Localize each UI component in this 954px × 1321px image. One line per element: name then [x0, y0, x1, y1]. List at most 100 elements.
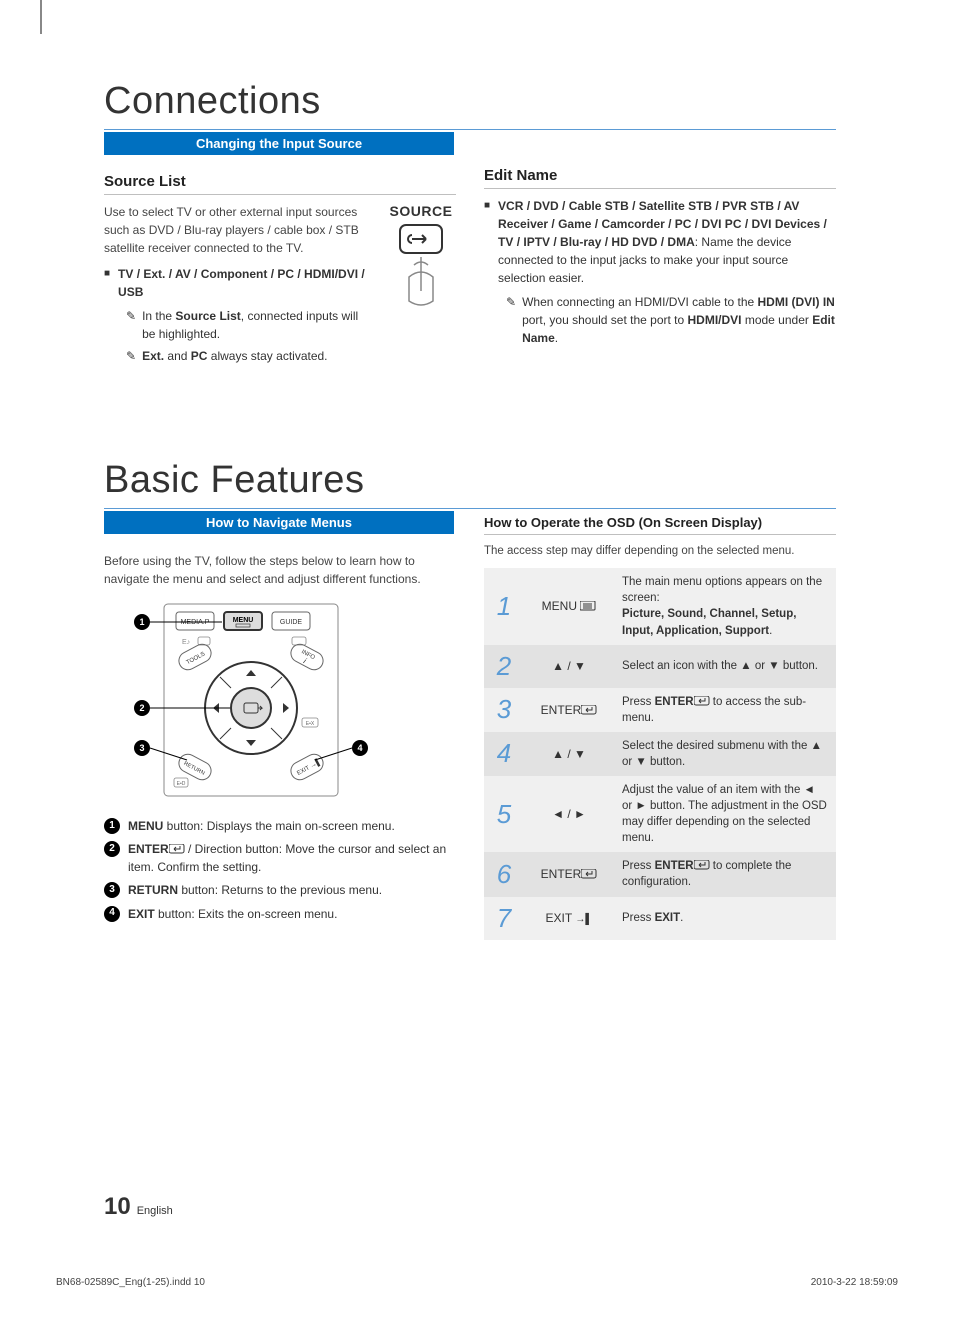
- t: port, you should set the port to: [522, 313, 687, 327]
- t: always stay activated.: [207, 349, 327, 363]
- step-num: 6: [484, 852, 524, 896]
- section-title-basic-features: Basic Features: [104, 459, 836, 502]
- menu-icon: [580, 601, 596, 611]
- connections-left-col: Changing the Input Source Source List Us…: [104, 132, 456, 369]
- table-row: 1 MENU The main menu options appears on …: [484, 568, 836, 644]
- enter-icon: [694, 860, 710, 870]
- heading-source-list: Source List: [104, 173, 456, 190]
- legend-num-2: 2: [104, 841, 120, 857]
- svg-text:E•D: E•D: [177, 781, 186, 787]
- note-icon: ✎: [126, 347, 136, 365]
- bullet-edit-name-devices: ■ VCR / DVD / Cable STB / Satellite STB …: [484, 197, 836, 287]
- step-num: 3: [484, 688, 524, 732]
- note-ext-pc: ✎ Ext. and PC always stay activated.: [126, 347, 374, 365]
- legend-item-3: 3 RETURN button: Returns to the previous…: [104, 882, 456, 899]
- t: button: Displays the main on-screen menu…: [163, 819, 394, 833]
- legend-item-4: 4 EXIT button: Exits the on-screen menu.: [104, 906, 456, 923]
- table-row: 5 ◄ / ► Adjust the value of an item with…: [484, 776, 836, 852]
- t: mode under: [742, 313, 813, 327]
- t: ENTER: [128, 842, 169, 856]
- t: EXIT: [128, 907, 155, 921]
- table-row: 4 ▲ / ▼ Select the desired submenu with …: [484, 732, 836, 776]
- t: Source List: [175, 309, 240, 323]
- table-row: 2 ▲ / ▼ Select an icon with the ▲ or ▼ b…: [484, 645, 836, 688]
- t: MENU: [128, 819, 163, 833]
- print-metadata: BN68-02589C_Eng(1-25).indd 10 2010-3-22 …: [56, 1277, 898, 1288]
- note-icon: ✎: [126, 307, 136, 343]
- step-desc: The main menu options appears on the scr…: [614, 568, 836, 644]
- source-button-illustration: SOURCE: [386, 203, 456, 369]
- square-bullet-icon: ■: [484, 197, 490, 287]
- t: RETURN: [128, 883, 178, 897]
- note-text: Ext. and PC always stay activated.: [142, 347, 327, 365]
- step-button: ENTER: [524, 688, 614, 732]
- info-label: INFO: [300, 649, 316, 661]
- basic-columns: How to Navigate Menus Before using the T…: [104, 511, 836, 940]
- t: ENTER: [655, 860, 694, 872]
- osd-steps-table: 1 MENU The main menu options appears on …: [484, 568, 836, 939]
- t: Press: [622, 696, 655, 708]
- table-row: 6 ENTER Press ENTER to complete the conf…: [484, 852, 836, 896]
- step-num: 7: [484, 897, 524, 940]
- step-desc: Select the desired submenu with the ▲ or…: [614, 732, 836, 776]
- t: .: [555, 331, 558, 345]
- t: .: [769, 625, 772, 637]
- svg-text:4: 4: [357, 743, 362, 753]
- svg-text:1: 1: [139, 617, 144, 627]
- step-desc: Press ENTER to complete the configuratio…: [614, 852, 836, 896]
- heading-osd: How to Operate the OSD (On Screen Displa…: [484, 515, 836, 530]
- step-button: EXIT →▌: [524, 897, 614, 940]
- legend-item-2: 2 ENTER / Direction button: Move the cur…: [104, 841, 456, 876]
- step-desc: Press ENTER to access the sub-menu.: [614, 688, 836, 732]
- t: and: [164, 349, 191, 363]
- t: EXIT: [546, 911, 572, 925]
- enter-icon: [694, 696, 710, 706]
- svg-text:i: i: [302, 657, 308, 666]
- bullet-source-types: ■ TV / Ext. / AV / Component / PC / HDMI…: [104, 265, 374, 301]
- page-language: English: [137, 1205, 173, 1217]
- enter-icon: [169, 844, 185, 854]
- basic-left-col: How to Navigate Menus Before using the T…: [104, 511, 456, 940]
- section-title-connections: Connections: [104, 80, 836, 123]
- legend-text: MENU button: Displays the main on-screen…: [128, 818, 395, 835]
- legend: 1 MENU button: Displays the main on-scre…: [104, 818, 456, 923]
- t: In the: [142, 309, 175, 323]
- t: ENTER: [541, 867, 582, 881]
- legend-text: ENTER / Direction button: Move the curso…: [128, 841, 456, 876]
- print-file: BN68-02589C_Eng(1-25).indd 10: [56, 1277, 205, 1288]
- banner-changing-input: Changing the Input Source: [104, 132, 454, 155]
- guide-label: GUIDE: [280, 619, 303, 626]
- return-label: RETURN: [183, 761, 206, 777]
- t: EXIT: [655, 912, 681, 924]
- t: Press: [622, 860, 655, 872]
- spacer: [104, 369, 836, 459]
- t: ENTER: [655, 696, 694, 708]
- table-row: 7 EXIT →▌ Press EXIT.: [484, 897, 836, 940]
- basic-right-col: How to Operate the OSD (On Screen Displa…: [484, 511, 836, 940]
- t: The main menu options appears on the scr…: [622, 576, 822, 604]
- rule: [484, 534, 836, 535]
- t: ENTER: [541, 703, 582, 717]
- t: button: Returns to the previous menu.: [178, 883, 382, 897]
- rule: [104, 508, 836, 509]
- note-icon: ✎: [506, 293, 516, 347]
- svg-text:2: 2: [139, 703, 144, 713]
- t: button: Exits the on-screen menu.: [155, 907, 338, 921]
- legend-num-1: 1: [104, 818, 120, 834]
- legend-text: EXIT button: Exits the on-screen menu.: [128, 906, 337, 923]
- legend-num-3: 3: [104, 882, 120, 898]
- table-row: 3 ENTER Press ENTER to access the sub-me…: [484, 688, 836, 732]
- t: HDMI/DVI: [688, 313, 742, 327]
- print-timestamp: 2010-3-22 18:59:09: [811, 1277, 898, 1288]
- square-bullet-icon: ■: [104, 265, 110, 301]
- page-crop-mark: [40, 0, 42, 34]
- t: PC: [191, 349, 208, 363]
- enter-icon: [581, 869, 597, 879]
- step-button: ◄ / ►: [524, 776, 614, 852]
- note-hdmi-dvi: ✎ When connecting an HDMI/DVI cable to t…: [506, 293, 836, 347]
- edit-name-text: VCR / DVD / Cable STB / Satellite STB / …: [498, 197, 836, 287]
- svg-text:E♪: E♪: [182, 639, 190, 646]
- svg-text:E•X: E•X: [306, 721, 315, 727]
- enter-icon: [581, 705, 597, 715]
- source-list-text: Use to select TV or other external input…: [104, 203, 374, 369]
